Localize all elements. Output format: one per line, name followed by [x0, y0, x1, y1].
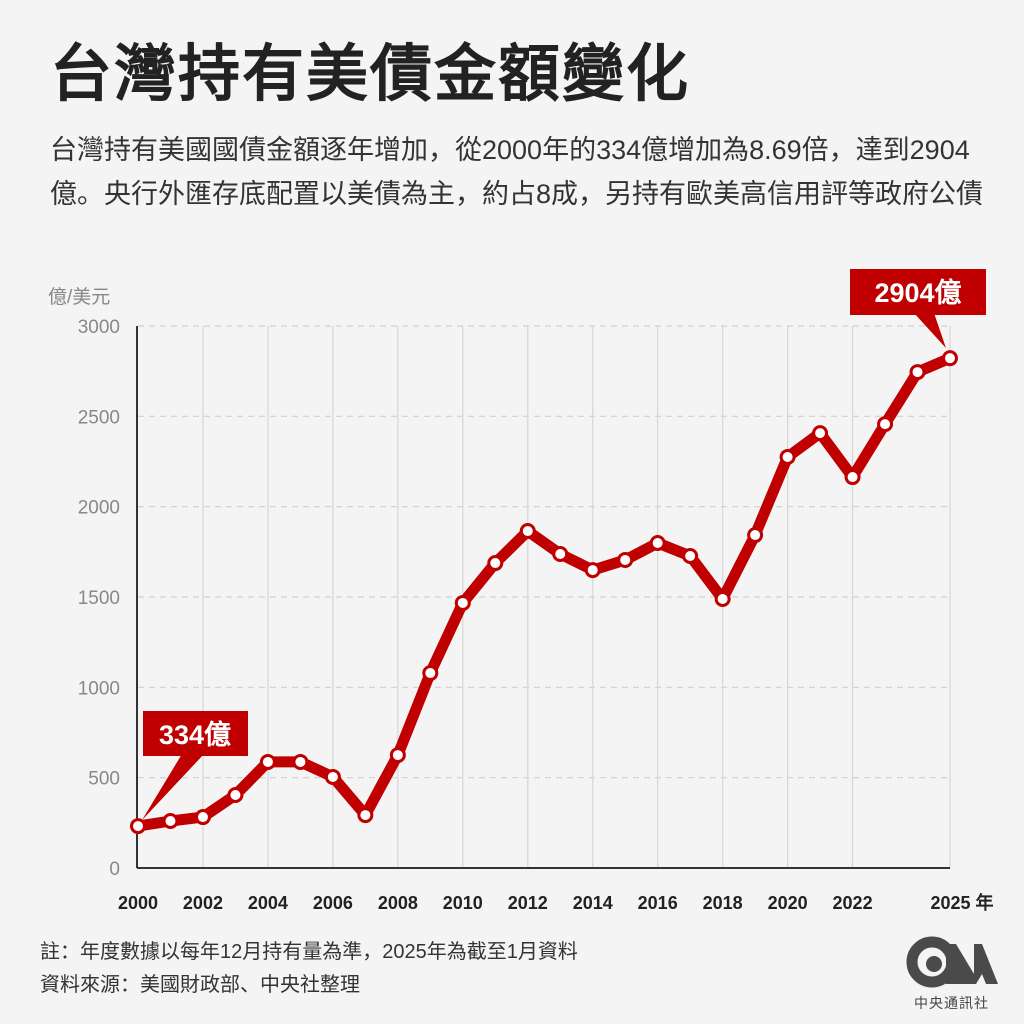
x-tick-label: 2006	[313, 893, 353, 913]
data-point	[194, 809, 211, 826]
x-tick-label: 2000	[118, 893, 158, 913]
x-tick-label: 2010	[443, 893, 483, 913]
x-axis-ticks: 2000 2002 2004 2006 2008 2010 2012 2014 2016 2018…	[118, 892, 994, 913]
data-point	[844, 469, 861, 486]
data-point	[454, 594, 471, 611]
y-tick-label: 1500	[78, 588, 120, 609]
data-point	[942, 350, 958, 367]
y-axis-unit-label: 億/美元	[48, 287, 111, 308]
data-point	[162, 813, 179, 830]
data-point	[682, 547, 699, 564]
x-tick-label: 2014	[573, 893, 613, 913]
chart-subtitle: 台灣持有美國國債金額逐年增加，從2000年的334億增加為8.69倍，達到290…	[50, 135, 984, 209]
data-point	[584, 562, 601, 579]
data-point	[519, 523, 536, 540]
x-tick-label: 2020	[768, 893, 808, 913]
y-tick-label: 500	[88, 769, 120, 790]
logo-text: 中央通訊社	[914, 995, 989, 1011]
data-point	[324, 768, 341, 785]
y-tick-label: 2000	[78, 498, 120, 519]
data-point	[552, 546, 569, 563]
data-point	[357, 807, 374, 824]
cna-logo-icon	[906, 936, 998, 988]
source-note: 資料來源：美國財政部、中央社整理	[40, 974, 360, 996]
data-point	[812, 425, 829, 442]
x-tick-label: 2004	[248, 893, 288, 913]
x-tick-label: 2012	[508, 893, 548, 913]
y-tick-label: 1000	[78, 678, 120, 699]
data-point	[422, 665, 439, 682]
x-tick-label: 2016	[638, 893, 678, 913]
footer: 註：年度數據以每年12月持有量為準，2025年為截至1月資料 資料來源：美國財政…	[40, 936, 578, 1002]
data-point	[747, 527, 764, 544]
x-tick-label: 2018	[703, 893, 743, 913]
data-point	[292, 753, 309, 770]
x-tick-label: 2022	[833, 893, 873, 913]
x-tick-label: 2025 年	[930, 892, 993, 913]
data-point	[649, 534, 666, 551]
data-point	[714, 590, 731, 607]
chart-title: 台灣持有美債金額變化	[50, 40, 691, 109]
data-point	[259, 753, 276, 770]
data-points	[130, 350, 958, 835]
callout-start-label: 334億	[159, 720, 231, 750]
callouts: 334億 2904億	[142, 269, 986, 821]
x-tick-label: 2002	[183, 893, 223, 913]
data-point	[877, 416, 894, 433]
y-axis-ticks: 0 500 1000 1500 2000 2500 3000	[78, 317, 120, 880]
data-line	[132, 352, 956, 832]
data-point	[617, 551, 634, 568]
y-tick-label: 0	[109, 859, 120, 880]
data-point	[130, 818, 146, 835]
x-tick-label: 2008	[378, 893, 418, 913]
data-point	[487, 555, 504, 572]
footnote: 註：年度數據以每年12月持有量為準，2025年為截至1月資料	[40, 941, 578, 963]
callout-end-label: 2904億	[874, 278, 961, 308]
data-point	[227, 787, 244, 804]
data-point	[909, 364, 926, 381]
grid-lines	[138, 325, 951, 868]
y-tick-label: 2500	[78, 407, 120, 428]
y-tick-label: 3000	[78, 317, 120, 338]
data-point	[779, 448, 796, 465]
data-point	[389, 747, 406, 764]
